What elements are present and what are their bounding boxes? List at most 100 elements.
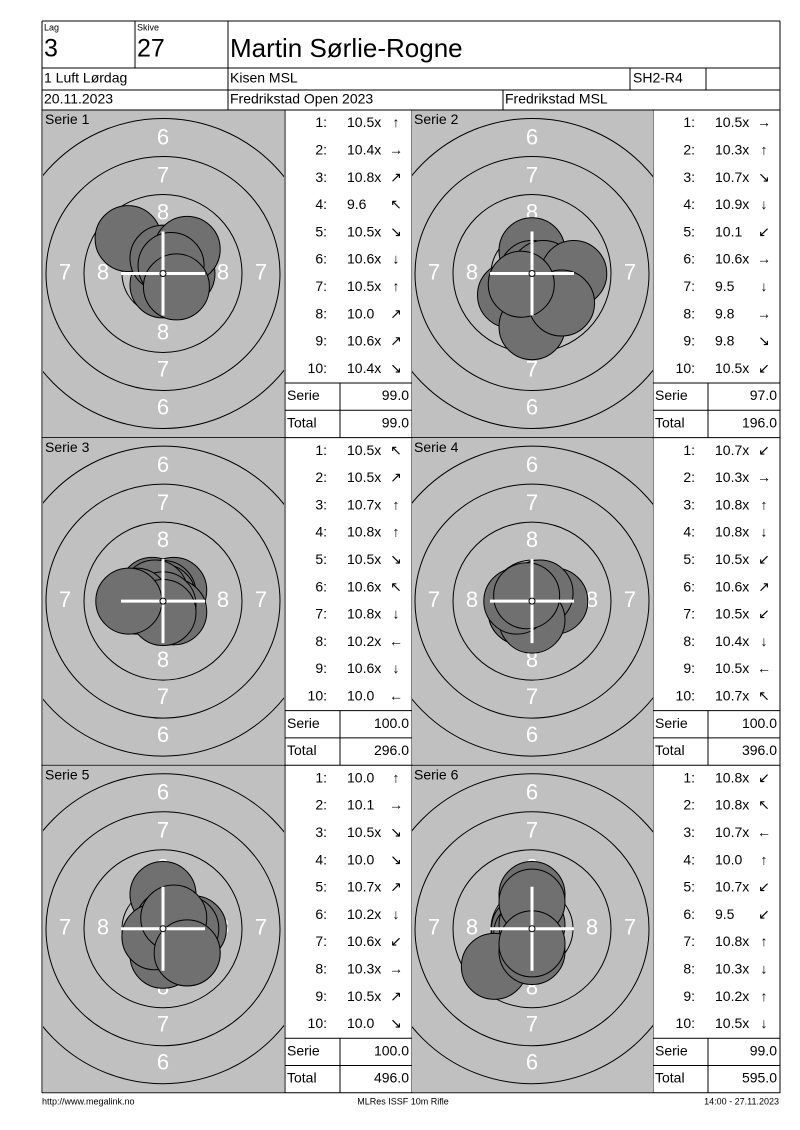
shot-number: 6: [683,906,695,922]
serie-label: Serie [655,715,688,731]
shot-score: 10.3x [715,469,749,485]
ring-label: 8 [97,259,109,284]
shot-direction: ↖ [390,578,402,594]
shot [142,253,210,321]
shot-direction: ↘ [758,169,770,185]
shot-direction: ↑ [393,496,400,512]
shot-direction: → [757,251,771,267]
skive: 27 [137,35,165,63]
shot-score: 10.0 [347,769,374,785]
shot-score: 10.6x [347,251,381,267]
shot-score: 10.4x [347,142,381,158]
ring-label: 7 [157,818,169,843]
ring-label: 6 [157,394,169,419]
ring-label: 7 [428,259,440,284]
shot-score: 10.5x [715,1015,749,1031]
shot-score: 10.4x [715,633,749,649]
shot-number: 7: [683,278,695,294]
ring [45,811,281,1047]
shot-number: 3: [683,169,695,185]
lag-label: Lag [44,22,59,32]
shot-direction: ↙ [758,769,770,785]
shot-number: 9: [315,660,327,676]
shot-number: 9: [683,988,695,1004]
shot-number: 3: [683,824,695,840]
shot-number: 2: [315,797,327,813]
series-grid: 6 7 8 6 7 8 7 8 7 8 Serie 1 1: 10.5x ↑ 2: 10.4x → 3: 10.8x… [41,109,781,1094]
shot-score: 10.5x [347,278,381,294]
shot-number: 10: [308,1015,327,1031]
class: 1 Luft Lørdag [44,70,127,86]
shot-score: 10.7x [715,879,749,895]
shot-number: 5: [683,551,695,567]
shot-number: 6: [315,578,327,594]
serie-score: 100.0 [742,715,777,731]
shot-direction: ↑ [761,988,768,1004]
shot-score: 10.5x [347,551,381,567]
shot-direction: ↓ [761,961,768,977]
shot-score: 10.7x [715,824,749,840]
shot-number: 9: [315,333,327,349]
shot-score: 10.1 [715,223,742,239]
shot-number: 6: [683,578,695,594]
shot-score: 10.5x [715,606,749,622]
ring-label: 7 [428,915,440,940]
shot-score: 10.5x [347,442,381,458]
shot-direction: ↓ [393,906,400,922]
shot-number: 6: [315,251,327,267]
ring-label: 8 [217,587,229,612]
total-label: Total [287,415,317,431]
shot-score: 10.3x [715,961,749,977]
shot-number: 1: [683,114,695,130]
serie-label: Serie [287,715,320,731]
shot-direction: ↓ [761,196,768,212]
shot-number: 5: [683,223,695,239]
shot-number: 1: [315,769,327,785]
serie-label: Serie [287,1042,320,1058]
shot-direction: ↓ [393,251,400,267]
ring-label: 7 [255,587,267,612]
shot-number: 8: [315,961,327,977]
shot-score: 10.2x [347,906,381,922]
shot-score: 9.6 [347,196,367,212]
shot-score: 9.8 [715,333,735,349]
center-dot [159,270,167,277]
shot-direction: ↘ [390,360,402,376]
shot-number: 5: [315,223,327,239]
serie-label: Serie [655,1042,688,1058]
shot-score: 10.8x [715,797,749,813]
ring [452,521,612,681]
shot-number: 10: [308,688,327,704]
ring-label: 7 [428,587,440,612]
shot-number: 3: [315,824,327,840]
ring [414,811,650,1047]
shot-number: 7: [315,933,327,949]
ring-label: 7 [526,818,538,843]
shot-score: 10.6x [347,660,381,676]
ring [83,521,243,681]
ring-label: 6 [526,722,538,747]
ring-label: 8 [466,915,478,940]
shot-number: 2: [683,797,695,813]
shot-number: 4: [683,851,695,867]
shot-score: 10.0 [347,688,374,704]
club: Kisen MSL [230,70,298,86]
shot-number: 10: [676,688,695,704]
ring [414,483,650,719]
shot-score: 10.6x [347,933,381,949]
serie-score: 100.0 [374,715,409,731]
shot-direction: ↖ [390,442,402,458]
shot-number: 9: [315,988,327,1004]
ring-label: 7 [526,684,538,709]
ring-label: 8 [157,319,169,344]
lag: 3 [44,35,58,63]
shot-direction: ↙ [758,551,770,567]
ring-label: 6 [157,124,169,149]
shot-direction: ↙ [758,223,770,239]
shot-direction: ↘ [758,333,770,349]
shot-direction: ↓ [393,660,400,676]
shot-number: 7: [315,606,327,622]
shot-number: 9: [683,660,695,676]
ring-label: 6 [526,452,538,477]
